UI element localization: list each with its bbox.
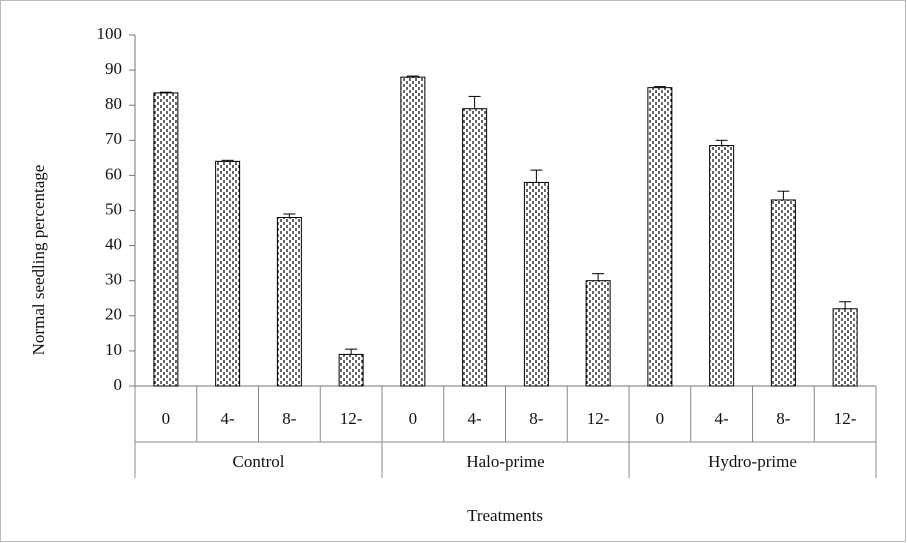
- x-tick-label: 0: [409, 409, 418, 428]
- y-tick-label: 40: [105, 235, 122, 254]
- y-axis-title: Normal seedling percentage: [29, 165, 48, 356]
- bar: [770, 199, 796, 387]
- x-tick-label: 12-: [587, 409, 610, 428]
- bar: [832, 308, 858, 387]
- bar: [709, 145, 735, 387]
- y-tick-label: 70: [105, 129, 122, 148]
- y-tick-label: 90: [105, 59, 122, 78]
- y-tick-label: 0: [114, 375, 123, 394]
- x-tick-label: 4-: [715, 409, 730, 428]
- bar: [276, 217, 302, 387]
- y-tick-label: 30: [105, 270, 122, 289]
- bar: [338, 353, 364, 387]
- y-tick-label: 20: [105, 305, 122, 324]
- x-tick-label: 0: [162, 409, 171, 428]
- x-axis-title: Treatments: [467, 506, 543, 525]
- x-tick-label: 8-: [282, 409, 297, 428]
- y-tick-label: 60: [105, 164, 122, 183]
- group-label: Control: [233, 452, 285, 471]
- bar: [153, 92, 179, 387]
- x-tick-label: 12-: [834, 409, 857, 428]
- bar: [215, 160, 241, 387]
- bar: [585, 280, 611, 387]
- bar: [647, 87, 673, 387]
- y-tick-label: 100: [97, 24, 123, 43]
- bar: [462, 108, 488, 387]
- x-tick-label: 8-: [529, 409, 544, 428]
- bar: [400, 76, 426, 387]
- y-tick-label: 10: [105, 340, 122, 359]
- y-tick-label: 50: [105, 199, 122, 218]
- bar: [523, 181, 549, 387]
- x-tick-label: 12-: [340, 409, 363, 428]
- group-label: Halo-prime: [466, 452, 544, 471]
- x-tick-label: 4-: [221, 409, 236, 428]
- x-tick-label: 0: [656, 409, 665, 428]
- x-tick-label: 8-: [776, 409, 791, 428]
- x-tick-label: 4-: [468, 409, 483, 428]
- y-tick-label: 80: [105, 94, 122, 113]
- group-label: Hydro-prime: [708, 452, 797, 471]
